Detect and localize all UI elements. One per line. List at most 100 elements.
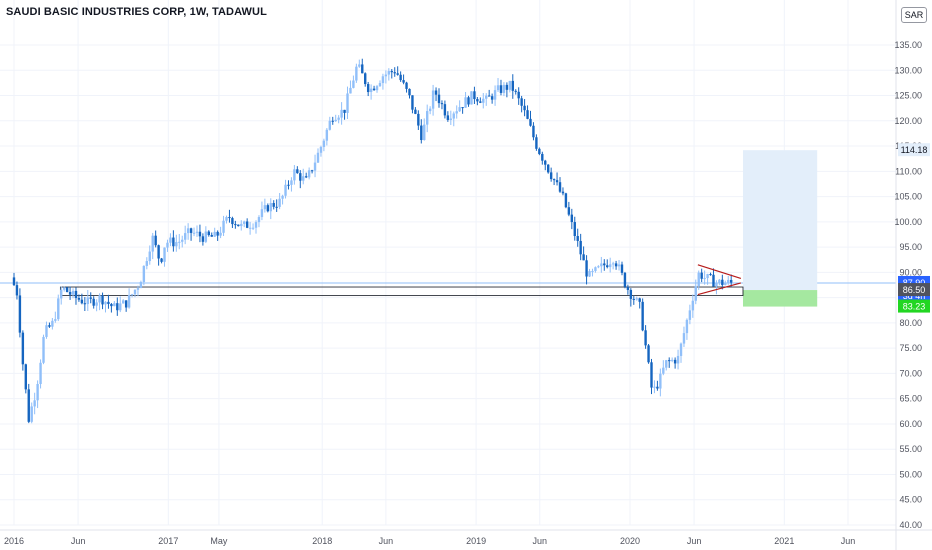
candle-body <box>576 236 579 241</box>
candle-body <box>694 286 697 301</box>
candle-series <box>12 58 733 424</box>
candle-body <box>685 319 689 334</box>
candle-body <box>166 242 169 248</box>
x-tick-label: 2019 <box>466 536 486 546</box>
target-price-tag-bg <box>898 143 930 157</box>
y-tick-label: 60.00 <box>899 419 922 429</box>
candle-body <box>116 303 119 311</box>
y-tick-label: 120.00 <box>894 116 922 126</box>
candle-body <box>555 180 559 183</box>
candle-body <box>591 270 594 272</box>
candle-body <box>169 237 172 243</box>
candle-body <box>186 228 190 234</box>
candle-body <box>36 384 39 401</box>
y-tick-label: 55.00 <box>899 444 922 454</box>
candle-body <box>251 227 255 229</box>
candle-body <box>12 277 16 286</box>
x-tick-label: Jun <box>379 536 394 546</box>
candle-body <box>514 90 517 92</box>
candle-body <box>296 169 299 174</box>
y-tick-label: 65.00 <box>899 394 922 404</box>
candle-body <box>42 336 45 363</box>
candle-body <box>275 206 278 208</box>
candle-body <box>18 295 22 333</box>
time-axis[interactable]: 2016 Jun 2017 May 2018 Jun 2019 Jun 2020 Jun 2021 J… <box>0 529 932 546</box>
candle-body <box>647 345 650 363</box>
candle-body <box>127 295 131 308</box>
candle-body <box>668 360 671 362</box>
candle-body <box>641 301 644 331</box>
candle-body <box>502 84 506 93</box>
candle-body <box>369 88 373 93</box>
candle-body <box>532 125 535 138</box>
position-zones <box>742 150 818 307</box>
candle-body <box>582 254 585 261</box>
candle-body <box>172 237 175 247</box>
currency-badge[interactable]: SAR <box>901 7 927 23</box>
candle-body <box>384 74 388 77</box>
y-tick-label: 50.00 <box>899 469 922 479</box>
candle-body <box>163 247 166 262</box>
candle-body <box>428 108 432 112</box>
candle-body <box>278 198 281 207</box>
candle-body <box>310 170 314 172</box>
candle-body <box>594 267 597 271</box>
support-rectangle <box>59 286 744 297</box>
candle-body <box>381 76 385 84</box>
candle-body <box>496 85 500 91</box>
candle-body <box>425 111 429 125</box>
candle-body <box>470 91 473 105</box>
candle-body <box>603 263 606 266</box>
candle-body <box>712 274 715 287</box>
stop-price-tag: 83.23 <box>903 302 926 312</box>
candle-body <box>390 71 393 73</box>
y-tick-label: 70.00 <box>899 368 922 378</box>
candle-body <box>157 245 160 259</box>
candle-body <box>139 281 143 289</box>
candle-body <box>608 264 612 268</box>
candle-body <box>228 217 231 219</box>
support-zone-rectangle[interactable] <box>59 286 744 297</box>
candle-body <box>617 264 621 267</box>
candle-body <box>464 97 467 108</box>
triangle-drawing[interactable] <box>697 264 742 296</box>
candle-body <box>272 203 275 207</box>
candle-body <box>355 66 358 81</box>
candle-body <box>709 274 712 276</box>
candle-body <box>434 90 438 95</box>
candle-body <box>195 231 199 233</box>
candle-body <box>15 285 19 296</box>
candle-body <box>213 231 216 237</box>
candle-body <box>110 303 113 307</box>
candle-body <box>724 282 727 286</box>
candle-body <box>86 297 89 305</box>
candle-body <box>529 118 532 126</box>
candle-body <box>201 236 205 242</box>
candle-body <box>133 289 137 295</box>
candle-body <box>316 152 320 163</box>
candle-body <box>237 224 240 227</box>
stop-zone <box>742 290 818 307</box>
candle-body <box>281 195 284 199</box>
candle-body <box>682 333 686 344</box>
candle-body <box>322 140 326 147</box>
candle-body <box>142 265 146 282</box>
candle-body <box>691 300 695 311</box>
chart-title: SAUDI BASIC INDUSTRIES CORP, 1W, TADAWUL <box>6 6 267 18</box>
candle-body <box>585 260 588 277</box>
candle-body <box>670 359 674 361</box>
candle-body <box>98 295 101 303</box>
x-tick-label: Jun <box>533 536 548 546</box>
candle-body <box>561 191 565 194</box>
candle-body <box>181 239 184 242</box>
candle-body <box>620 264 624 273</box>
candle-body <box>175 242 178 247</box>
candle-body <box>437 94 441 104</box>
x-tick-label: Jun <box>687 536 702 546</box>
price-axis[interactable]: 40.00 45.00 50.00 55.00 60.00 65.00 70.00 75.00… <box>894 0 922 550</box>
candle-body <box>293 169 296 181</box>
candle-body <box>679 343 683 356</box>
candle-body <box>287 184 290 186</box>
candle-body <box>544 160 547 165</box>
